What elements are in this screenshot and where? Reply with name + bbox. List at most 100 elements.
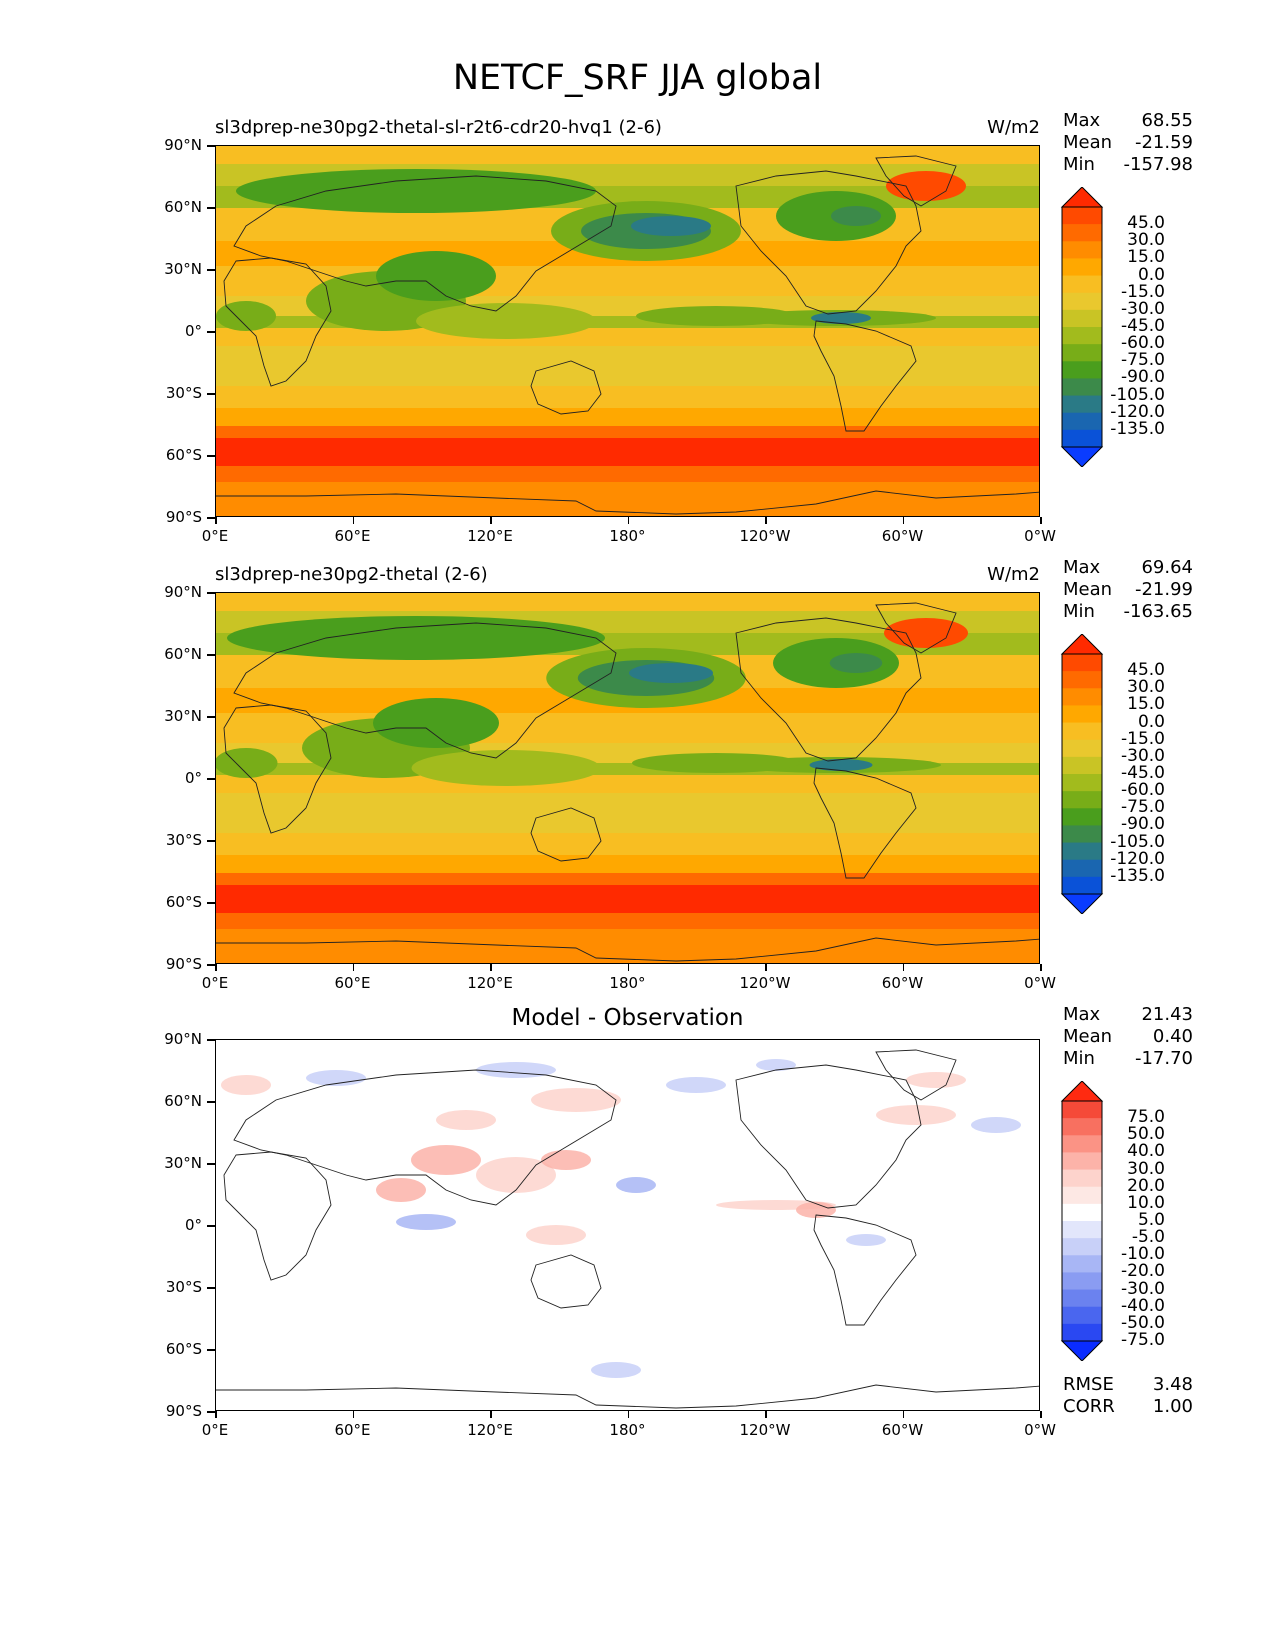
reference-colorbar (1060, 633, 1104, 915)
x-tick-mark (902, 517, 904, 524)
coastline-africa (223, 704, 332, 834)
field-blob (216, 301, 276, 331)
model-colorbar-label: -135.0 (1110, 418, 1165, 439)
difference-blob (531, 1088, 621, 1112)
x-tick-label: 60°E (334, 527, 371, 545)
x-tick-mark (490, 964, 492, 971)
colorbar-frame (1061, 1100, 1103, 1342)
y-tick-label: 60°N (164, 198, 202, 216)
y-tick-label: 30°S (165, 384, 202, 402)
difference-colorbar (1060, 1080, 1104, 1362)
difference-colorbar-label: 20.0 (1127, 1175, 1165, 1196)
field-blob (831, 206, 881, 226)
colorbar-segment (1062, 1169, 1102, 1188)
coastline-greenland (875, 155, 957, 207)
y-tick-label: 60°S (165, 893, 202, 911)
difference-error-stats: RMSE 3.48 CORR 1.00 (1063, 1374, 1193, 1418)
x-tick-mark (627, 517, 629, 524)
difference-blob (666, 1077, 726, 1093)
field-blob (884, 618, 968, 648)
coastlines (216, 602, 1039, 962)
colorbar-segment (1062, 756, 1102, 775)
model-colorbar-label: 30.0 (1127, 230, 1165, 251)
stat-value: -21.59 (1134, 132, 1193, 153)
stat-value: 0.40 (1152, 1026, 1193, 1047)
x-tick-label: 180° (609, 1421, 646, 1439)
stat-row: Mean -21.99 (1063, 579, 1193, 601)
lat-band (216, 386, 1039, 408)
y-tick-mark (207, 269, 215, 271)
stat-value: 68.55 (1141, 110, 1193, 131)
lat-band (216, 873, 1039, 885)
colorbar-segment (1062, 429, 1102, 448)
difference-blob (396, 1214, 456, 1230)
colorbar-segment (1062, 722, 1102, 741)
model-map (215, 145, 1040, 517)
difference-blob (591, 1362, 641, 1378)
difference-colorbar-wrap (1060, 1080, 1104, 1362)
difference-colorbar-label: 5.0 (1137, 1210, 1165, 1230)
coastline-africa (223, 1151, 332, 1281)
lat-band (216, 408, 1039, 426)
y-tick-mark (207, 840, 215, 842)
field-fill (216, 593, 1039, 963)
coastline-europe-asia (233, 622, 617, 759)
colorbar-segment (1062, 1118, 1102, 1136)
stat-value: -21.99 (1134, 579, 1193, 600)
colorbar-segment (1062, 876, 1102, 895)
x-tick-label: 120°E (467, 974, 513, 992)
colorbar-segment (1062, 309, 1102, 328)
lat-band (216, 438, 1039, 466)
stat-label: Max (1063, 557, 1101, 578)
y-tick-mark (207, 1225, 215, 1227)
y-tick-label: 30°S (165, 831, 202, 849)
lat-band (216, 855, 1039, 873)
y-tick-label: 30°S (165, 1278, 202, 1296)
x-tick-mark (765, 1411, 767, 1418)
colorbar-segment (1062, 1289, 1102, 1308)
reference-colorbar-wrap (1060, 633, 1104, 915)
difference-blob (476, 1062, 556, 1078)
stat-row: CORR 1.00 (1063, 1396, 1193, 1418)
coastline-australia (530, 807, 602, 862)
x-tick-label: 180° (609, 974, 646, 992)
colorbar-segment (1062, 671, 1102, 689)
stat-value: 21.43 (1141, 1004, 1193, 1025)
x-tick-label: 0°W (1024, 527, 1056, 545)
stat-label: Min (1063, 1048, 1095, 1069)
reference-colorbar-label: -90.0 (1121, 814, 1165, 835)
y-tick-label: 60°N (164, 645, 202, 663)
difference-colorbar-label: 30.0 (1127, 1158, 1165, 1179)
x-tick-label: 60°E (334, 974, 371, 992)
lat-band (216, 793, 1039, 833)
field-blob (376, 251, 496, 301)
y-tick-label: 90°S (165, 955, 202, 973)
difference-blob (616, 1177, 656, 1193)
coastline-australia (530, 1254, 602, 1309)
difference-map-svg (216, 1040, 1039, 1410)
difference-stats: Max 21.43 Mean 0.40 Min -17.70 (1063, 1004, 1193, 1070)
difference-title: Model - Observation (511, 1005, 744, 1031)
reference-title: sl3dprep-ne30pg2-thetal (2-6) (215, 564, 488, 585)
y-tick-mark (207, 716, 215, 718)
coastline-north-america (735, 170, 922, 315)
x-tick-label: 120°E (467, 527, 513, 545)
coastline-north-america (735, 1064, 922, 1209)
model-colorbar-label: -15.0 (1121, 281, 1165, 302)
reference-colorbar-label: -30.0 (1121, 745, 1165, 766)
difference-blob (796, 1202, 836, 1218)
y-tick-label: 0° (184, 1216, 202, 1234)
model-colorbar-label: 45.0 (1127, 213, 1165, 234)
x-tick-label: 120°W (739, 527, 791, 545)
coastline-antarctica (216, 1384, 1039, 1409)
x-tick-label: 60°E (334, 1421, 371, 1439)
stat-label: Min (1063, 154, 1095, 175)
difference-blob (476, 1157, 556, 1193)
y-tick-label: 90°N (164, 136, 202, 154)
y-tick-mark (207, 902, 215, 904)
difference-blob (221, 1075, 271, 1095)
difference-colorbar-label: -75.0 (1121, 1330, 1165, 1350)
y-tick-mark (207, 455, 215, 457)
stat-value: -17.70 (1134, 1048, 1193, 1069)
model-map-svg (216, 146, 1039, 516)
